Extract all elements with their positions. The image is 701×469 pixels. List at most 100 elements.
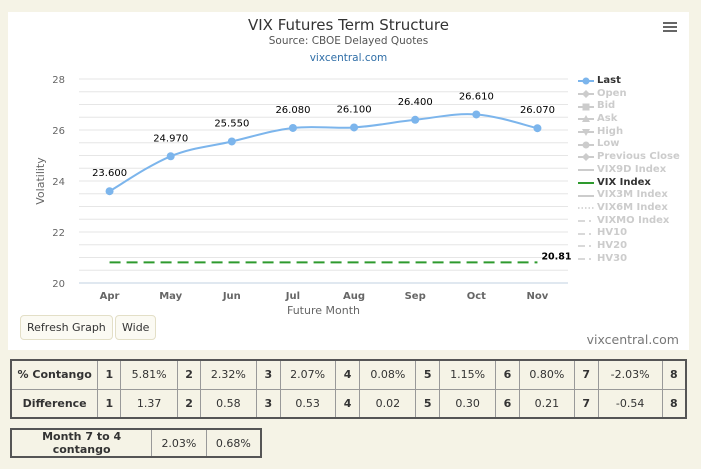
data-label: 23.600 — [92, 168, 127, 179]
month-number: 8 — [661, 359, 687, 390]
month-contango-value-1: 2.03% — [151, 428, 207, 458]
x-tick-label: Apr — [100, 291, 120, 302]
cell-value: 1.15% — [439, 359, 497, 390]
legend-item-previous-close[interactable]: Previous Close — [578, 151, 688, 164]
month-number: 7 — [573, 359, 599, 390]
month-number: 5 — [415, 359, 441, 390]
month-contango-label: Month 7 to 4 contango — [10, 428, 153, 458]
cell-value: 2.32% — [199, 359, 257, 390]
data-label: 25.550 — [214, 118, 249, 129]
legend-label: VIX Index — [597, 176, 651, 188]
legend-label: VIX6M Index — [597, 201, 668, 213]
month-contango-table: Month 7 to 4 contango 2.03% 0.68% — [10, 428, 262, 458]
data-label: 24.970 — [153, 133, 188, 144]
month-number: 4 — [334, 388, 361, 419]
last-data-point[interactable] — [472, 110, 481, 119]
x-tick-label: Jul — [285, 291, 300, 302]
legend-label: Previous Close — [597, 151, 680, 163]
vixcentral-link[interactable]: vixcentral.com — [309, 52, 388, 64]
legend-item-hv10[interactable]: HV10 — [578, 227, 688, 240]
data-label: 26.610 — [459, 91, 494, 102]
data-label: 26.100 — [337, 104, 372, 115]
legend-label: Bid — [597, 100, 616, 112]
legend-item-bid[interactable]: Bid — [578, 100, 688, 113]
cell-value: 0.30 — [439, 388, 497, 419]
diamond-line-icon — [578, 151, 594, 163]
cell-value: 1.37 — [120, 388, 179, 419]
triangle-line-icon — [578, 113, 594, 125]
legend-item-vix6m-index[interactable]: VIX6M Index — [578, 202, 688, 215]
month-number: 6 — [495, 359, 520, 390]
line-chart: 28 26 24 22 20 Volatility Apr May Jun Jul Aug Sep Oc… — [34, 75, 572, 317]
x-tick-label: Jun — [222, 291, 241, 302]
solid-line-green-icon — [578, 177, 594, 189]
x-tick-label: Nov — [527, 291, 549, 302]
last-data-point[interactable] — [227, 137, 236, 146]
legend-item-vix9d-index[interactable]: VIX9D Index — [578, 164, 688, 177]
x-tick-label: Oct — [467, 291, 486, 302]
month-number: 1 — [97, 359, 122, 390]
x-tick-label: Aug — [343, 291, 365, 302]
legend-item-hv30[interactable]: HV30 — [578, 253, 688, 266]
triangle-down-line-icon — [578, 126, 594, 138]
month-number: 3 — [255, 359, 281, 390]
cell-value: 0.21 — [518, 388, 575, 419]
legend-item-vixmo-index[interactable]: VIXMO Index — [578, 215, 688, 228]
legend-label: HV20 — [597, 239, 628, 251]
legend-item-vix-index[interactable]: VIX Index — [578, 177, 688, 190]
legend-label: VIXMO Index — [597, 214, 670, 226]
cell-value: 0.80% — [518, 359, 575, 390]
hamburger-menu-icon[interactable] — [660, 20, 680, 38]
refresh-graph-button[interactable]: Refresh Graph — [20, 315, 113, 340]
legend-label: Last — [597, 75, 621, 86]
table-row: Month 7 to 4 contango 2.03% 0.68% — [10, 428, 262, 458]
last-data-point[interactable] — [105, 187, 114, 196]
wide-button[interactable]: Wide — [115, 315, 157, 340]
dash-dot-line-icon — [578, 215, 594, 227]
x-tick-label: May — [159, 291, 182, 302]
month-contango-value-2: 0.68% — [205, 428, 262, 458]
month-number: 8 — [661, 388, 687, 419]
chart-title: VIX Futures Term Structure — [248, 16, 449, 34]
legend-label: HV10 — [597, 227, 628, 239]
cell-value: 2.07% — [279, 359, 336, 390]
legend-item-open[interactable]: Open — [578, 88, 688, 101]
data-label: 26.080 — [275, 105, 310, 116]
last-data-point[interactable] — [411, 115, 420, 124]
cell-value: 0.02 — [359, 388, 417, 419]
dotted-line-icon — [578, 202, 594, 214]
month-number: 2 — [177, 388, 201, 419]
x-axis-title: Future Month — [287, 304, 360, 317]
legend-item-hv20[interactable]: HV20 — [578, 240, 688, 253]
cell-value: 0.58 — [199, 388, 257, 419]
solid-line-icon — [578, 164, 594, 176]
y-tick-label: 24 — [52, 177, 65, 188]
y-tick-label: 20 — [52, 279, 65, 290]
legend-label: High — [597, 125, 624, 137]
legend-item-low[interactable]: Low — [578, 138, 688, 151]
legend-item-high[interactable]: High — [578, 126, 688, 139]
month-number: 6 — [495, 388, 520, 419]
table-row: Difference 1 1.37 2 0.58 3 0.53 4 0.02 5 0.30 6 0.21… — [10, 388, 687, 419]
cell-value: 0.08% — [359, 359, 417, 390]
y-axis-title: Volatility — [34, 157, 47, 205]
solid-line-icon — [578, 190, 594, 202]
x-tick-label: Sep — [405, 291, 426, 302]
circle-line-icon — [578, 139, 594, 151]
last-series-line — [109, 113, 538, 193]
table-row: % Contango 1 5.81% 2 2.32% 3 2.07% 4 0.08% 5 1.15%… — [10, 359, 687, 390]
dash-dot-line-icon — [578, 253, 594, 265]
legend-label: VIX9D Index — [597, 163, 667, 175]
cell-value: 5.81% — [120, 359, 179, 390]
circle-line-icon — [578, 75, 594, 87]
last-data-point[interactable] — [288, 123, 297, 132]
y-tick-label: 26 — [52, 126, 65, 137]
legend-item-ask[interactable]: Ask — [578, 113, 688, 126]
diamond-line-icon — [578, 88, 594, 100]
last-data-point[interactable] — [350, 123, 359, 132]
last-data-point[interactable] — [166, 152, 175, 161]
watermark: vixcentral.com — [586, 332, 679, 347]
last-data-point[interactable] — [533, 124, 542, 133]
legend-item-vix3m-index[interactable]: VIX3M Index — [578, 189, 688, 202]
legend-item-last[interactable]: Last — [578, 75, 688, 88]
